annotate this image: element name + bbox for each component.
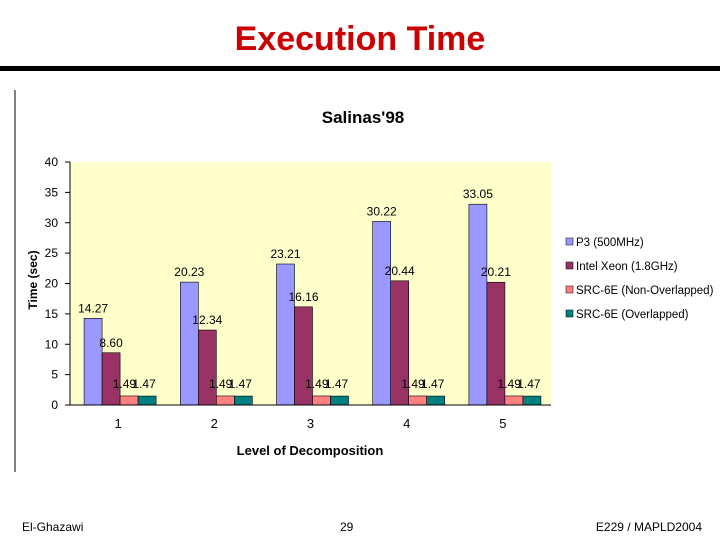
bar <box>83 318 103 406</box>
bar <box>276 263 295 406</box>
legend-swatch <box>565 309 574 318</box>
y-tick-label: 35 <box>45 185 59 199</box>
bar-value-label: 16.16 <box>288 290 318 304</box>
bar <box>234 395 253 406</box>
legend: P3 (500MHz) Intel Xeon (1.8GHz) SRC-6E (No… <box>565 237 714 321</box>
x-tick-label: 5 <box>499 416 506 431</box>
bar <box>198 329 217 406</box>
bar-value-label: 14.27 <box>78 301 108 315</box>
bar <box>468 203 488 406</box>
bar-value-label: 1.47 <box>132 377 156 391</box>
bar-value-label: 1.49 <box>113 377 137 391</box>
bar-value-label: 1.47 <box>229 377 253 391</box>
bars <box>83 203 542 406</box>
title-divider <box>0 66 720 71</box>
bar-value-label: 20.23 <box>174 265 204 279</box>
x-tick-label: 1 <box>114 416 121 431</box>
footer-page-number: 29 <box>340 520 354 534</box>
y-tick-label: 0 <box>51 398 58 412</box>
slide-title: Execution Time <box>234 20 486 58</box>
chart-title: Salinas'98 <box>322 108 405 127</box>
bar-value-label: 1.47 <box>421 377 445 391</box>
bar <box>180 281 199 406</box>
bar-value-label: 12.34 <box>192 313 222 327</box>
bar-value-label: 20.21 <box>481 265 511 279</box>
legend-label: Intel Xeon (1.8GHz) <box>576 261 678 273</box>
y-tick-label: 25 <box>45 246 59 260</box>
footer-course: E229 / MAPLD2004 <box>595 520 702 534</box>
legend-swatch <box>565 285 574 294</box>
bar <box>372 221 392 406</box>
y-tick-label: 10 <box>45 337 59 351</box>
bar <box>426 395 446 406</box>
bar-value-label: 30.22 <box>367 204 397 218</box>
bar-value-label: 20.44 <box>385 264 415 278</box>
bar-value-label: 33.05 <box>463 187 493 201</box>
legend-label: SRC-6E (Non-Overlapped) <box>576 285 714 297</box>
x-axis: 1 2 3 4 5 <box>70 404 551 431</box>
bar <box>119 395 139 406</box>
bar-value-label: 1.49 <box>305 377 329 391</box>
bar-value-label: 1.49 <box>498 377 522 391</box>
bar <box>216 395 235 406</box>
legend-label: SRC-6E (Overlapped) <box>576 309 689 321</box>
footer-author: El-Ghazawi <box>22 520 84 534</box>
bar <box>522 395 542 406</box>
bar-value-label: 1.47 <box>517 377 541 391</box>
y-tick-label: 30 <box>45 216 59 230</box>
bar <box>312 395 331 406</box>
bar <box>408 395 428 406</box>
bar-value-label: 1.47 <box>325 377 349 391</box>
bar-value-label: 1.49 <box>209 377 233 391</box>
y-tick-label: 20 <box>45 277 59 291</box>
x-tick-label: 3 <box>307 416 314 431</box>
bar <box>330 395 349 406</box>
x-tick-label: 4 <box>403 416 410 431</box>
x-axis-label: Level of Decomposition <box>237 443 384 458</box>
y-tick-label: 15 <box>45 307 59 321</box>
bar-value-label: 23.21 <box>270 247 300 261</box>
y-tick-label: 40 <box>45 155 59 169</box>
x-tick-label: 2 <box>211 416 218 431</box>
bar-value-label: 8.60 <box>99 336 123 350</box>
legend-swatch <box>565 237 574 246</box>
y-axis: 0 5 10 15 20 25 30 35 40 <box>45 155 71 412</box>
bar <box>504 395 524 406</box>
y-axis-label: Time (sec) <box>26 250 40 309</box>
bar <box>137 395 157 406</box>
bar-value-labels: 14.278.601.491.4720.2312.341.491.4723.21… <box>78 187 541 391</box>
legend-swatch <box>565 261 574 270</box>
y-tick-label: 5 <box>51 368 58 382</box>
legend-label: P3 (500MHz) <box>576 237 644 249</box>
bar-value-label: 1.49 <box>401 377 425 391</box>
